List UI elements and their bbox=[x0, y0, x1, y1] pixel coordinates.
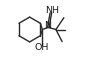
Text: NH: NH bbox=[45, 6, 59, 15]
Text: OH: OH bbox=[35, 43, 49, 52]
Text: N: N bbox=[44, 21, 51, 30]
